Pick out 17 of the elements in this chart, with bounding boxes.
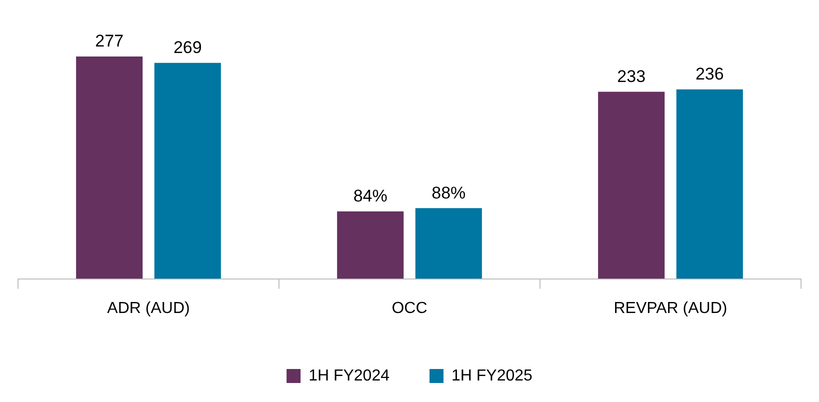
bar [337,211,404,279]
x-tick-label: OCC [392,300,428,317]
bar [415,208,482,279]
data-label: 88% [432,183,466,202]
data-label: 236 [695,64,724,84]
data-label: 269 [173,38,202,58]
x-tick-label: ADR (AUD) [107,300,190,317]
data-label: 233 [617,66,646,86]
bar [598,92,665,279]
data-label: 84% [353,186,388,206]
bar [676,89,743,279]
legend-label: 1H FY2025 [452,367,533,384]
bar [76,56,143,279]
data-label: 277 [95,32,124,51]
legend-label: 1H FY2024 [308,367,390,384]
bar [154,62,221,279]
x-tick-label: REVPAR (AUD) [614,300,728,317]
